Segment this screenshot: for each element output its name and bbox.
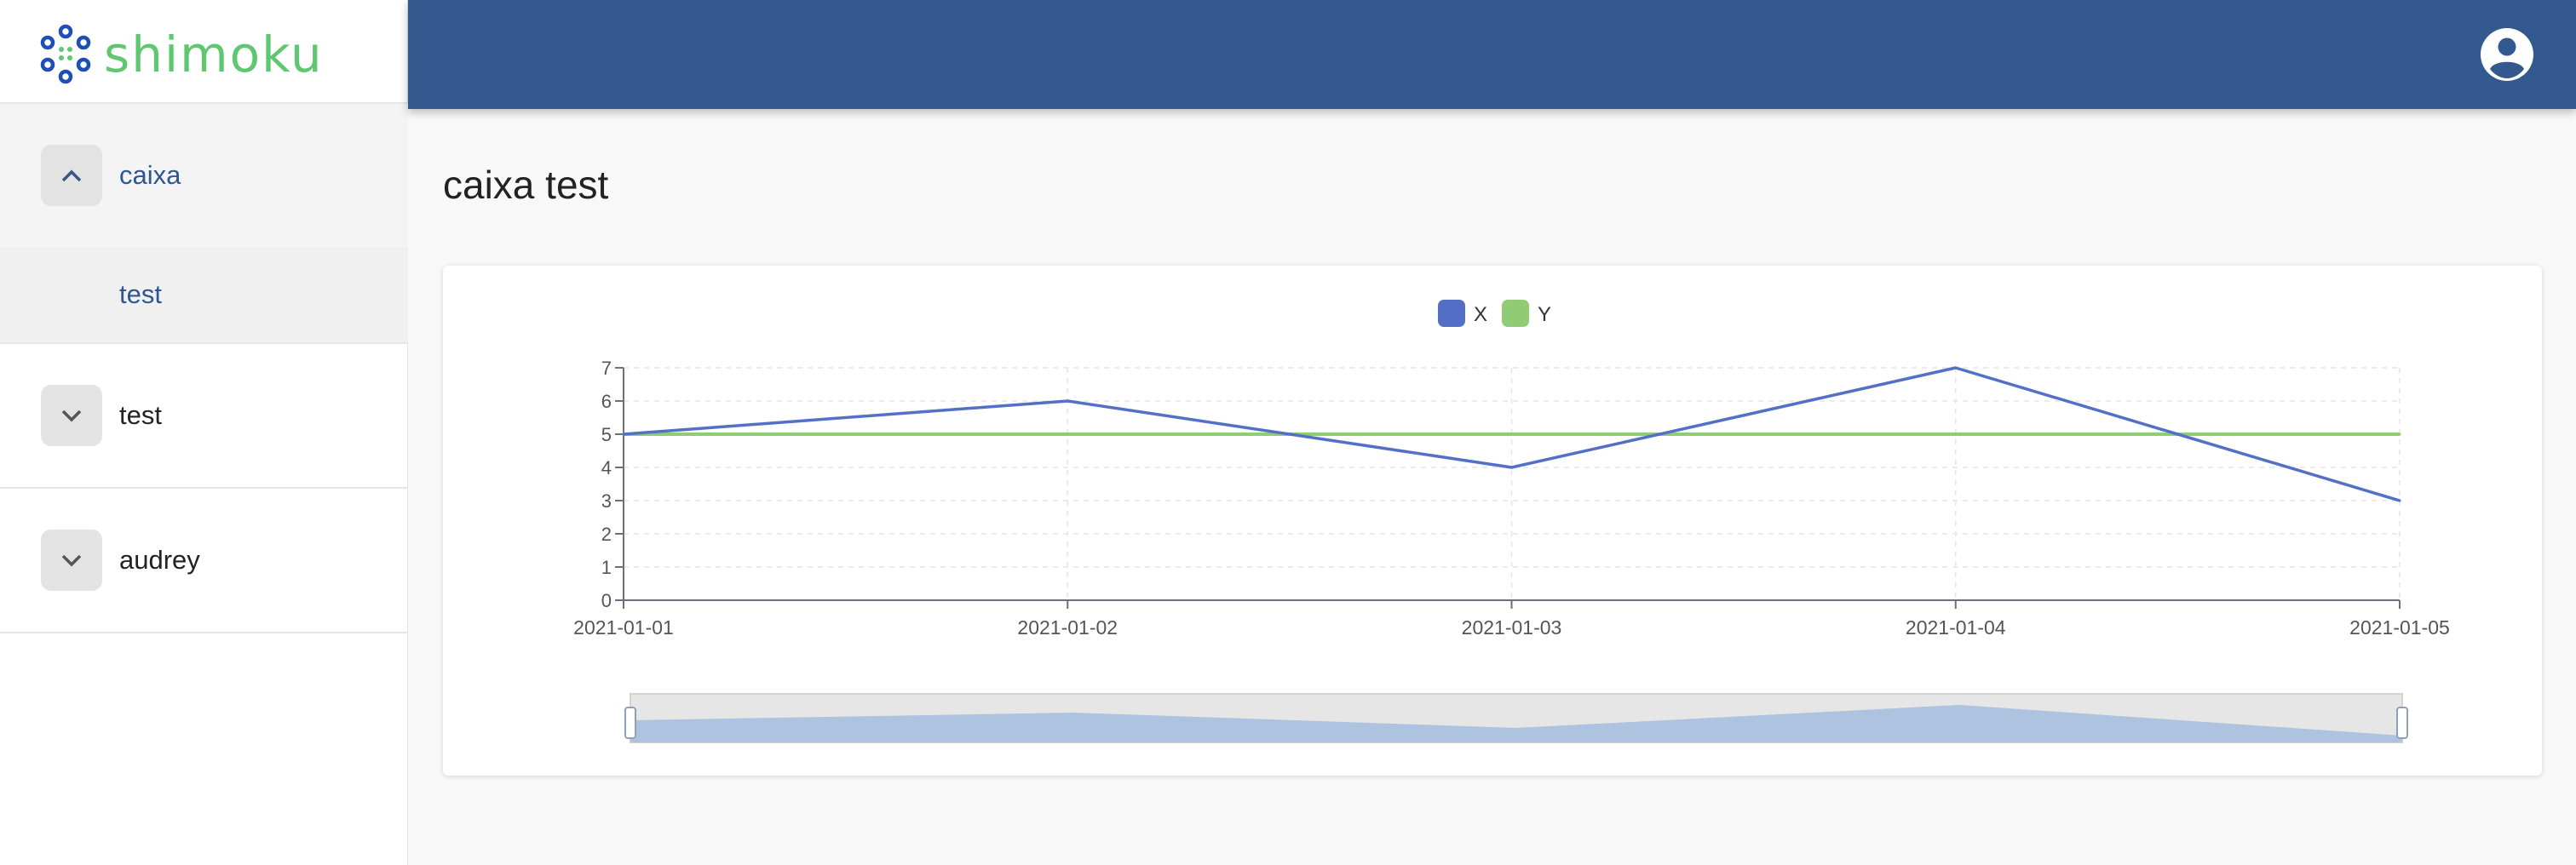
nav-header-caixa[interactable]: caixa <box>0 104 408 247</box>
data-zoom-preview <box>630 705 2402 742</box>
y-tick-label: 4 <box>601 457 612 478</box>
x-tick-label: 2021-01-03 <box>1462 616 1562 639</box>
data-point <box>1510 466 1513 469</box>
top-app-bar <box>408 0 2576 109</box>
x-tick-label: 2021-01-02 <box>1017 616 1118 639</box>
data-point <box>1066 432 1069 436</box>
data-point <box>1066 399 1069 403</box>
legend-label-y: Y <box>1538 303 1551 326</box>
sidebar-divider <box>0 632 408 633</box>
y-tick-label: 7 <box>601 358 612 379</box>
chevron-down-icon[interactable] <box>41 530 102 591</box>
data-point <box>2398 499 2401 502</box>
nav-label-test: test <box>119 400 162 430</box>
nav-header-audrey[interactable]: audrey <box>0 489 408 632</box>
shimoku-logo-icon <box>40 24 91 84</box>
nav-label-audrey: audrey <box>119 545 200 575</box>
x-tick-label: 2021-01-01 <box>573 616 674 639</box>
y-tick-label: 5 <box>601 424 612 445</box>
y-tick-label: 3 <box>601 490 612 512</box>
chevron-down-icon[interactable] <box>41 385 102 446</box>
x-tick-label: 2021-01-04 <box>1906 616 2006 639</box>
chart-card: 0 1 2 3 4 5 6 7 2021-01-01 2021-01-02 2021-01-03 20… <box>443 266 2542 776</box>
legend-label-x: X <box>1474 303 1487 326</box>
data-zoom-handle-right[interactable] <box>2396 707 2408 739</box>
account-circle-icon[interactable] <box>2479 26 2535 83</box>
brand-name: shimoku <box>104 26 324 83</box>
nav-section-caixa: caixa test <box>0 104 408 342</box>
nav-label-caixa: caixa <box>119 160 181 190</box>
nav-section-test: test <box>0 344 408 487</box>
y-tick-label: 2 <box>601 524 612 545</box>
data-point <box>1510 432 1513 436</box>
data-point <box>1954 432 1958 436</box>
nav-section-audrey: audrey <box>0 489 408 632</box>
y-tick-label: 0 <box>601 590 612 611</box>
sidebar-divider <box>0 342 408 344</box>
data-point <box>2398 432 2401 436</box>
data-zoom-handle-left[interactable] <box>624 707 636 739</box>
sidebar-divider <box>0 487 408 489</box>
y-tick-label: 6 <box>601 391 612 412</box>
nav-header-test[interactable]: test <box>0 344 408 487</box>
sidebar-divider <box>0 102 408 104</box>
legend-swatch-y <box>1502 300 1529 327</box>
data-point <box>622 432 625 436</box>
page-title: caixa test <box>443 163 609 207</box>
logo[interactable]: shimoku <box>37 12 324 97</box>
nav-subitem-label: test <box>119 279 162 309</box>
nav-subitem-test[interactable]: test <box>0 247 408 342</box>
y-tick-label: 1 <box>601 557 612 578</box>
line-chart: 0 1 2 3 4 5 6 7 2021-01-01 2021-01-02 2021-01-03 20… <box>573 300 2450 743</box>
data-point <box>1954 366 1958 369</box>
x-tick-label: 2021-01-05 <box>2349 616 2450 639</box>
sidebar: shimoku caixa test test audrey <box>0 0 408 865</box>
legend-swatch-x <box>1438 300 1465 327</box>
chevron-up-icon[interactable] <box>41 145 102 206</box>
